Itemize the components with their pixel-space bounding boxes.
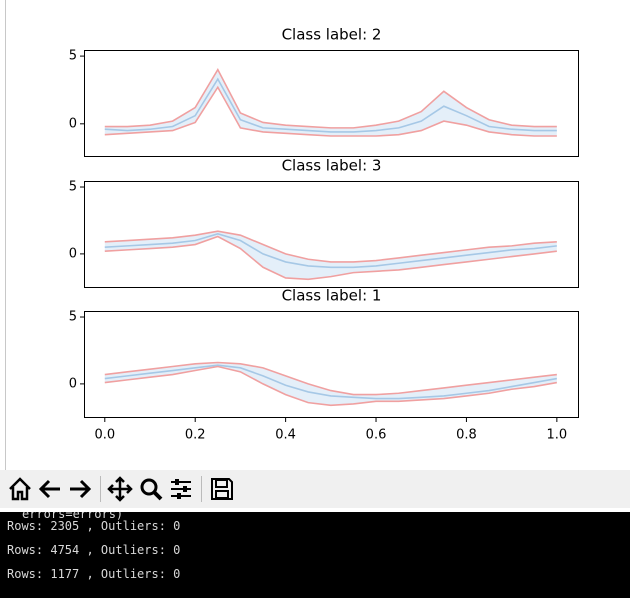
save-button[interactable] [208, 475, 236, 503]
chart-title: Class label: 1 [282, 287, 382, 305]
axes-frame [84, 311, 579, 418]
series-line [104, 230, 557, 263]
series-line [104, 77, 557, 133]
chart-title: Class label: 3 [282, 157, 382, 175]
zoom-button[interactable] [137, 475, 165, 503]
x-tick-label: 0.6 [366, 428, 387, 443]
series-line [104, 365, 557, 407]
terminal-line: Rows: 1177 , Outliers: 0 [7, 567, 181, 581]
x-tick-label: 0.8 [456, 428, 477, 443]
series-line [104, 232, 557, 269]
home-button[interactable] [6, 475, 34, 503]
forward-button[interactable] [66, 475, 94, 503]
y-tick-label: 0 [69, 376, 77, 391]
x-tick-label: 0.2 [185, 428, 206, 443]
x-tick-label: 1.0 [547, 428, 568, 443]
x-tick-label: 0.0 [94, 428, 115, 443]
series-line [104, 361, 557, 396]
terminal-line: errors=errors) [22, 512, 124, 521]
series-line [104, 364, 557, 400]
configure-button[interactable] [167, 475, 195, 503]
y-tick-label: 5 [69, 310, 77, 325]
series-line [104, 235, 557, 281]
figure: Class label: 2 0 5 Class label: 3 0 5 Class la… [5, 0, 579, 470]
separator [100, 476, 101, 502]
y-tick-label: 0 [69, 116, 77, 131]
y-tick-label: 5 [69, 180, 77, 195]
pan-button[interactable] [106, 475, 134, 503]
back-button[interactable] [36, 475, 64, 503]
y-tick-label: 0 [69, 246, 77, 261]
terminal-line: Rows: 4754 , Outliers: 0 [7, 543, 181, 557]
toolbar [0, 470, 630, 508]
series-line [104, 85, 557, 137]
x-tick-label: 0.4 [275, 428, 296, 443]
y-tick-label: 5 [69, 49, 77, 64]
terminal-line: Rows: 2305 , Outliers: 0 [7, 519, 181, 533]
terminal: errors=errors) Rows: 2305 , Outliers: 0 … [0, 512, 630, 598]
separator [201, 476, 202, 502]
axes-frame [84, 181, 579, 288]
series-line [104, 67, 557, 129]
band [104, 362, 557, 406]
axes-frame [84, 50, 579, 157]
chart-title: Class label: 2 [282, 26, 382, 44]
